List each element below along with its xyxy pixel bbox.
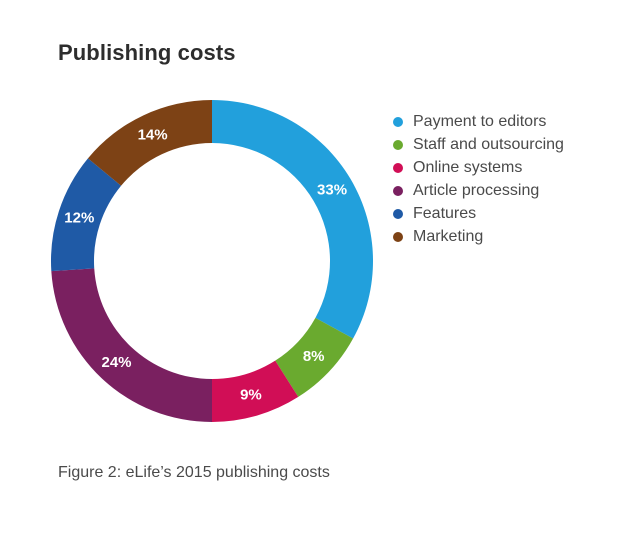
legend-label-4: Features bbox=[413, 204, 477, 222]
donut-slice-2 bbox=[212, 360, 299, 422]
slice-label-0: 33% bbox=[317, 181, 347, 198]
legend-item-1: Staff and outsourcing bbox=[393, 133, 564, 156]
legend-label-3: Article processing bbox=[413, 181, 540, 199]
slice-label-4: 12% bbox=[64, 209, 94, 226]
legend-swatch-3 bbox=[393, 185, 403, 196]
legend-label-1: Staff and outsourcing bbox=[413, 135, 564, 153]
figure-caption: Figure 2: eLife’s 2015 publishing costs bbox=[58, 464, 330, 481]
slice-label-2: 9% bbox=[240, 386, 262, 403]
donut-slice-3 bbox=[51, 268, 213, 422]
slice-label-5: 14% bbox=[138, 126, 168, 143]
legend-swatch-2 bbox=[393, 162, 403, 173]
legend-label-5: Marketing bbox=[413, 227, 484, 245]
legend-item-0: Payment to editors bbox=[393, 110, 564, 133]
legend-item-3: Article processing bbox=[393, 179, 564, 202]
legend-label-2: Online systems bbox=[413, 158, 523, 176]
chart-title: Publishing costs bbox=[58, 40, 236, 65]
legend-item-5: Marketing bbox=[393, 225, 564, 248]
legend-swatch-4 bbox=[393, 208, 403, 219]
donut-slices bbox=[51, 100, 373, 422]
legend: Payment to editors Staff and outsourcing O… bbox=[393, 110, 564, 248]
legend-item-4: Features bbox=[393, 202, 564, 225]
legend-swatch-1 bbox=[393, 139, 403, 150]
slice-label-3: 24% bbox=[101, 354, 131, 371]
donut-slice-0 bbox=[212, 100, 373, 339]
donut-slice-5 bbox=[87, 100, 212, 186]
donut-slice-1 bbox=[275, 317, 354, 397]
slice-label-1: 8% bbox=[303, 348, 325, 365]
donut-slice-4 bbox=[51, 158, 122, 272]
legend-swatch-0 bbox=[393, 116, 403, 127]
legend-label-0: Payment to editors bbox=[413, 112, 547, 130]
donut-slice-labels: 33% 8% 9% 24% 12% 14% bbox=[64, 126, 347, 403]
legend-swatch-5 bbox=[393, 231, 403, 242]
legend-item-2: Online systems bbox=[393, 156, 564, 179]
